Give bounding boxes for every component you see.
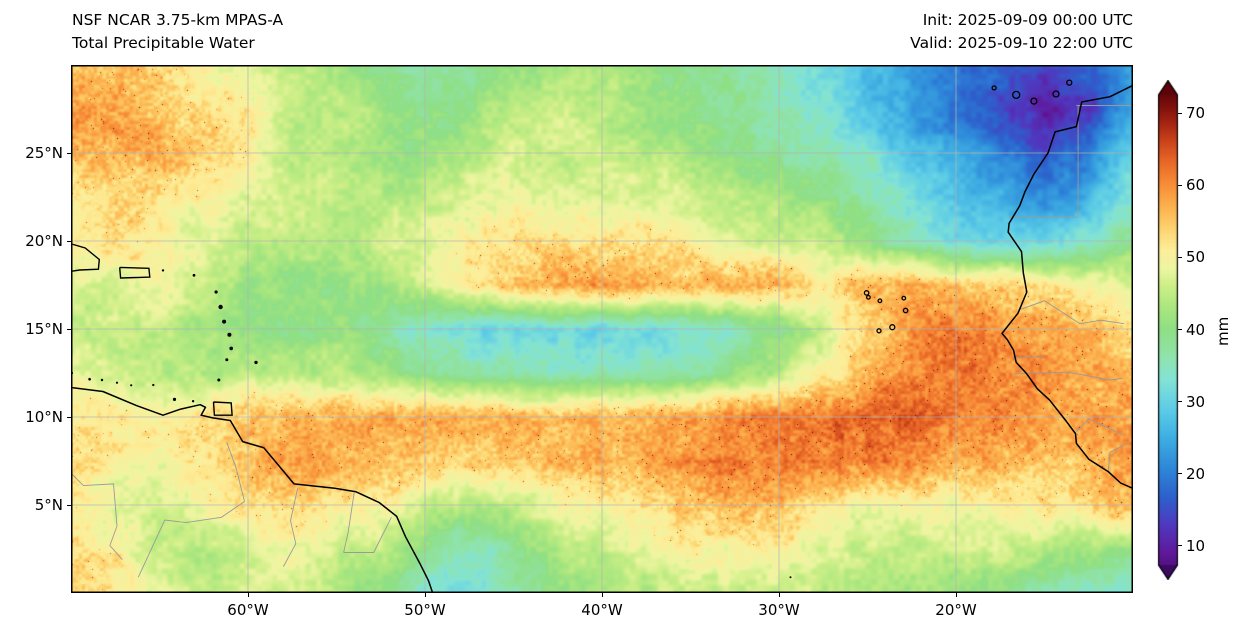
country-border bbox=[1012, 355, 1045, 359]
colorbar-tick-mark bbox=[1178, 184, 1182, 186]
colorbar-tick-label: 70 bbox=[1186, 104, 1206, 123]
island-dot bbox=[192, 273, 196, 277]
island-outline bbox=[876, 328, 882, 334]
y-tick-mark bbox=[67, 152, 71, 154]
map-frame bbox=[71, 65, 1133, 593]
y-tick-label: 20°N bbox=[25, 232, 63, 250]
colorbar-tick-label: 20 bbox=[1186, 464, 1206, 483]
island-dot bbox=[227, 332, 232, 337]
island-dot bbox=[229, 346, 233, 351]
y-tick-label: 15°N bbox=[25, 320, 63, 338]
y-tick-label: 25°N bbox=[25, 144, 63, 162]
y-tick-mark bbox=[67, 328, 71, 330]
x-tick-mark bbox=[601, 593, 603, 597]
country-border bbox=[1009, 105, 1079, 218]
island-outline bbox=[877, 298, 883, 304]
y-tick-mark bbox=[67, 240, 71, 242]
plot-title-line2: Total Precipitable Water bbox=[72, 34, 255, 52]
valid-timestamp: Valid: 2025-09-10 22:00 UTC bbox=[910, 34, 1133, 52]
coastline bbox=[71, 386, 434, 593]
x-tick-label: 60°W bbox=[227, 601, 269, 619]
colorbar-tick-mark bbox=[1178, 545, 1182, 547]
x-tick-mark bbox=[955, 593, 957, 597]
island-dot bbox=[161, 269, 165, 272]
x-tick-label: 20°W bbox=[935, 601, 977, 619]
colorbar-tick-mark bbox=[1178, 401, 1182, 403]
y-tick-mark bbox=[67, 416, 71, 418]
init-timestamp: Init: 2025-09-09 00:00 UTC bbox=[922, 11, 1133, 29]
island-outline bbox=[863, 290, 870, 296]
island-outline bbox=[901, 295, 907, 301]
country-border bbox=[1014, 371, 1123, 381]
island-outline bbox=[1030, 97, 1038, 105]
island-dot bbox=[191, 400, 195, 403]
plot-title-line1: NSF NCAR 3.75-km MPAS-A bbox=[72, 11, 284, 29]
island-outline bbox=[212, 401, 233, 416]
country-border bbox=[1107, 442, 1128, 472]
colorbar-tick-mark bbox=[1178, 329, 1182, 330]
colorbar-tick-label: 40 bbox=[1186, 320, 1206, 339]
country-border bbox=[283, 488, 299, 567]
island-outline bbox=[1012, 90, 1021, 100]
island-outline bbox=[1052, 90, 1060, 98]
island-dot bbox=[214, 290, 218, 294]
x-tick-label: 40°W bbox=[581, 601, 623, 619]
island-dot bbox=[172, 397, 177, 401]
x-tick-mark bbox=[247, 593, 249, 597]
country-border bbox=[71, 472, 123, 560]
x-tick-label: 50°W bbox=[404, 601, 446, 619]
y-tick-label: 10°N bbox=[25, 408, 63, 426]
x-tick-mark bbox=[778, 593, 780, 597]
colorbar-tick-label: 60 bbox=[1186, 176, 1206, 195]
island-dot bbox=[152, 383, 155, 387]
island-dot bbox=[222, 319, 227, 324]
island-dot bbox=[225, 358, 229, 362]
island-dot bbox=[789, 576, 792, 579]
colorbar-tick-mark bbox=[1178, 112, 1182, 114]
x-tick-mark bbox=[424, 593, 426, 597]
country-border bbox=[343, 517, 392, 553]
island-outline bbox=[889, 324, 896, 331]
y-tick-mark bbox=[67, 504, 71, 506]
island-outline bbox=[991, 85, 997, 91]
country-border bbox=[1019, 300, 1125, 325]
colorbar-tick-mark bbox=[1178, 473, 1182, 475]
y-tick-label: 5°N bbox=[34, 496, 63, 514]
island-dot bbox=[217, 378, 221, 382]
colorbar-tick-label: 10 bbox=[1186, 536, 1206, 555]
island-outline bbox=[865, 294, 871, 300]
country-border bbox=[343, 492, 355, 553]
x-tick-label: 30°W bbox=[758, 601, 800, 619]
island-dot bbox=[218, 304, 223, 310]
country-border bbox=[137, 501, 245, 578]
colorbar-tick-label: 50 bbox=[1186, 248, 1206, 267]
island-outline bbox=[1066, 79, 1073, 86]
coastline bbox=[1001, 84, 1133, 490]
island-dot bbox=[115, 381, 119, 384]
island-outline bbox=[902, 307, 909, 314]
island-dot bbox=[100, 378, 104, 382]
island-dot bbox=[130, 384, 133, 387]
island-dot bbox=[254, 360, 258, 365]
map-overlay-coastlines-gridlines bbox=[71, 65, 1133, 593]
colorbar bbox=[1157, 80, 1179, 580]
island-outline bbox=[119, 266, 151, 279]
island-dot bbox=[88, 377, 91, 381]
country-border bbox=[1074, 418, 1123, 436]
colorbar-tick-label: 30 bbox=[1186, 392, 1206, 411]
country-border bbox=[226, 442, 245, 502]
colorbar-tick-mark bbox=[1178, 256, 1182, 258]
island-outline bbox=[71, 243, 101, 272]
colorbar-unit-label: mm bbox=[1214, 316, 1232, 346]
